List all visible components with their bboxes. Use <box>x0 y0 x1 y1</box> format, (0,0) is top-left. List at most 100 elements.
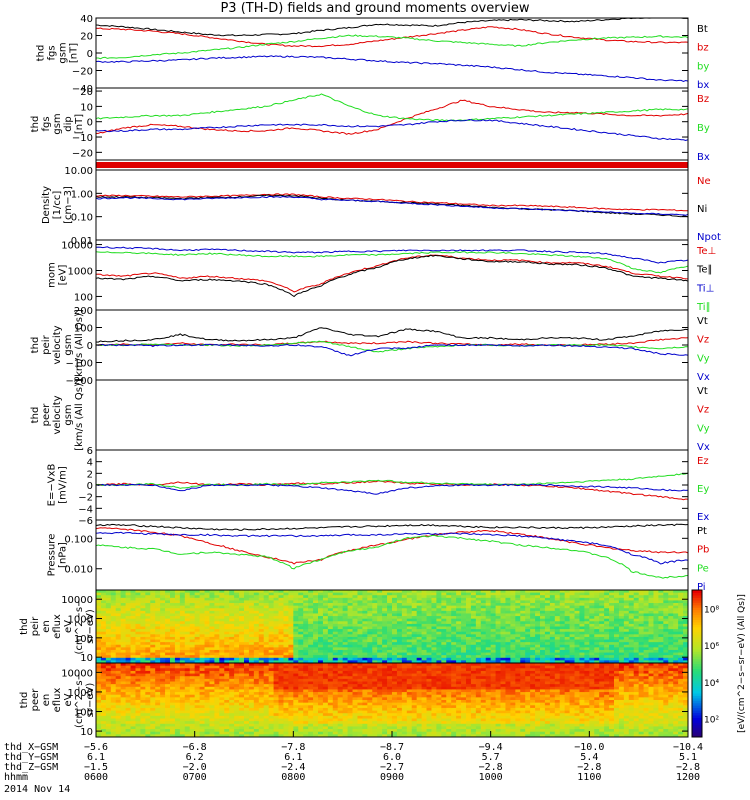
heatmap-cell <box>569 644 575 648</box>
heatmap-cell <box>298 623 304 627</box>
heatmap-cell <box>678 629 684 633</box>
heatmap-cell <box>426 605 432 609</box>
heatmap-cell <box>130 676 136 680</box>
heatmap-cell <box>535 616 541 620</box>
heatmap-cell <box>268 718 274 722</box>
heatmap-cell <box>633 595 640 599</box>
heatmap-cell <box>628 660 635 664</box>
heatmap-cell <box>569 613 575 617</box>
heatmap-cell <box>278 621 284 625</box>
heatmap-cell <box>120 678 126 682</box>
heatmap-cell <box>293 676 299 680</box>
heatmap-cell <box>170 663 176 667</box>
heatmap-cell <box>145 610 151 614</box>
heatmap-cell <box>199 618 205 622</box>
heatmap-cell <box>155 649 161 653</box>
heatmap-cell <box>258 657 265 661</box>
heatmap-cell <box>357 649 363 653</box>
heatmap-cell <box>515 610 521 614</box>
heatmap-cell <box>214 715 220 719</box>
heatmap-cell <box>322 731 329 735</box>
heatmap-cell <box>96 644 102 648</box>
heatmap-cell <box>224 681 230 685</box>
heatmap-cell <box>628 621 635 625</box>
heatmap-cell <box>278 700 284 704</box>
heatmap-cell <box>322 689 329 693</box>
heatmap-cell <box>599 626 605 630</box>
heatmap-cell <box>396 610 403 614</box>
heatmap-cell <box>263 626 270 630</box>
heatmap-cell <box>322 592 329 596</box>
heatmap-cell <box>352 626 358 630</box>
heatmap-cell <box>618 642 625 646</box>
heatmap-cell <box>248 660 255 664</box>
heatmap-cell <box>421 595 427 599</box>
heatmap-cell <box>520 621 526 625</box>
heatmap-cell <box>160 686 166 690</box>
heatmap-cell <box>559 610 566 614</box>
heatmap-cell <box>288 603 294 607</box>
heatmap-cell <box>160 663 166 667</box>
heatmap-cell <box>332 642 339 646</box>
heatmap-cell <box>199 626 205 630</box>
heatmap-cell <box>120 616 126 620</box>
heatmap-cell <box>441 618 447 622</box>
heatmap-cell <box>663 590 669 594</box>
heatmap-cell <box>214 710 220 714</box>
heatmap-cell <box>470 595 477 599</box>
series-line-Pe <box>95 534 689 579</box>
heatmap-cell <box>436 629 442 633</box>
heatmap-cell <box>189 642 196 646</box>
heatmap-cell <box>638 631 644 635</box>
heatmap-cell <box>204 684 210 688</box>
heatmap-cell <box>653 603 659 607</box>
heatmap-cell <box>525 631 531 635</box>
heatmap-cell <box>456 597 462 601</box>
heatmap-cell <box>535 595 541 599</box>
heatmap-cell <box>165 663 171 667</box>
heatmap-cell <box>224 721 230 725</box>
heatmap-cell <box>209 713 215 717</box>
heatmap-cell <box>332 629 339 633</box>
heatmap-cell <box>510 649 516 653</box>
heatmap-cell <box>258 629 265 633</box>
heatmap-cell <box>96 692 102 696</box>
heatmap-cell <box>564 616 570 620</box>
heatmap-cell <box>648 649 654 653</box>
heatmap-cell <box>362 652 368 656</box>
heatmap-cell <box>293 649 299 653</box>
heatmap-cell <box>421 590 427 594</box>
heatmap-cell <box>293 697 299 701</box>
heatmap-cell <box>263 634 270 638</box>
heatmap-cell <box>209 694 215 698</box>
heatmap-cell <box>105 710 112 714</box>
heatmap-cell <box>628 642 635 646</box>
y-tick-label: 100 <box>74 634 93 645</box>
heatmap-cell <box>125 613 131 617</box>
heatmap-cell <box>244 670 250 674</box>
heatmap-cell <box>174 721 181 725</box>
heatmap-cell <box>618 660 625 664</box>
heatmap-cell <box>377 647 383 651</box>
y-axis-label: E=−VxB <box>47 464 58 507</box>
heatmap-cell <box>535 592 541 596</box>
heatmap-cell <box>150 702 156 706</box>
heatmap-cell <box>327 660 334 664</box>
legend-label: Vy <box>697 353 710 364</box>
heatmap-cell <box>145 665 151 669</box>
heatmap-cell <box>308 665 314 669</box>
heatmap-cell <box>569 642 575 646</box>
heatmap-cell <box>648 634 654 638</box>
heatmap-cell <box>125 592 131 596</box>
heatmap-cell <box>431 642 437 646</box>
heatmap-cell <box>327 668 334 672</box>
heatmap-cell <box>525 626 531 630</box>
heatmap-cell <box>100 608 107 612</box>
heatmap-cell <box>100 678 107 682</box>
heatmap-cell <box>248 710 255 714</box>
heatmap-cell <box>308 676 314 680</box>
heatmap-cell <box>179 702 186 706</box>
heatmap-cell <box>209 639 215 643</box>
heatmap-cell <box>406 600 413 604</box>
heatmap-cell <box>239 603 245 607</box>
